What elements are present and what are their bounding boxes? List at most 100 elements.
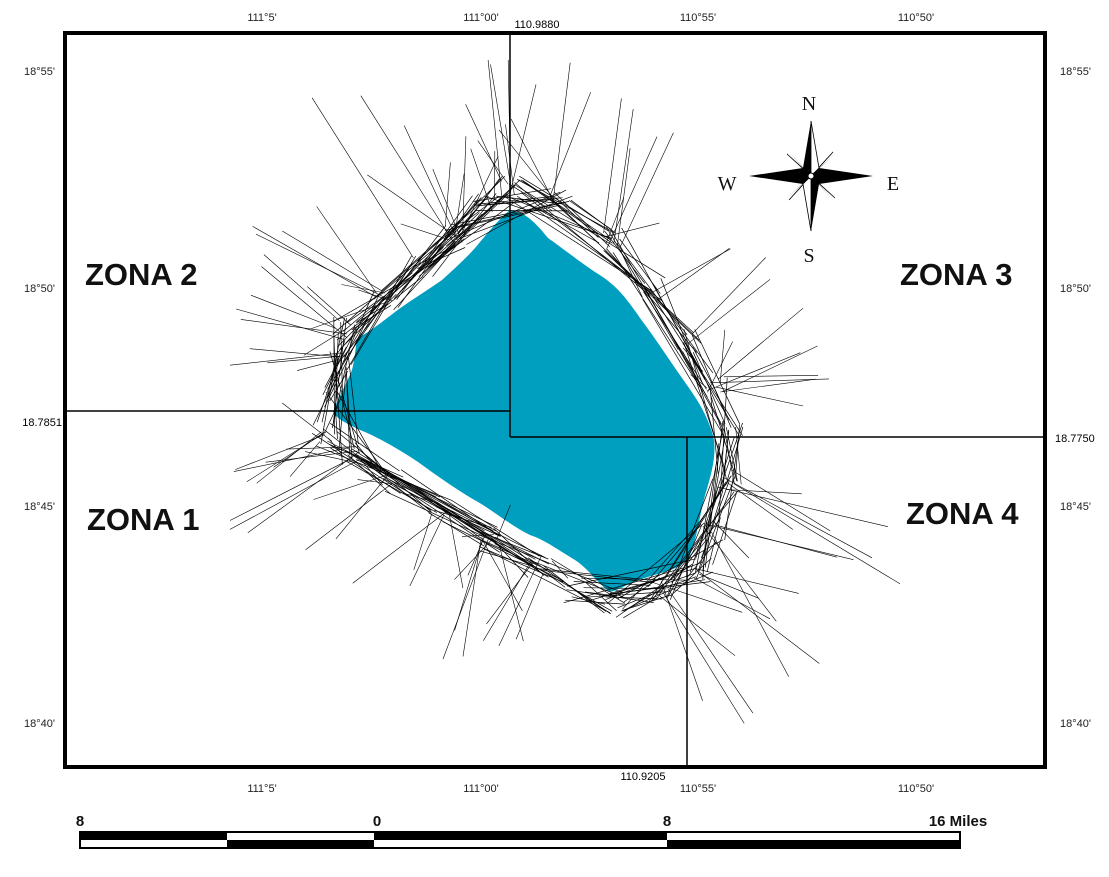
track-segment — [461, 155, 499, 234]
zone-label-4: ZONA 4 — [906, 496, 1019, 531]
track-segment — [586, 578, 664, 602]
track-segment — [645, 289, 725, 432]
track-segment — [722, 345, 818, 393]
track-segment — [250, 294, 337, 329]
lon-label-bottom: 110°55' — [680, 783, 716, 795]
track-segment — [620, 251, 643, 298]
track-segment — [617, 148, 631, 246]
track-segment — [603, 98, 622, 233]
track-segment — [419, 246, 444, 271]
track-segment — [358, 289, 387, 300]
track-segment — [510, 118, 555, 203]
lon-label-top: 110°50' — [898, 12, 934, 24]
track-segment — [409, 515, 444, 587]
track-segment — [386, 212, 480, 300]
track-segment — [515, 185, 666, 279]
track-segment — [329, 370, 349, 402]
track-segment — [332, 227, 456, 335]
track-segment — [483, 197, 563, 206]
track-segment — [505, 195, 610, 239]
track-segment — [442, 521, 564, 582]
divider-label-lat-left: 18.7851 — [22, 417, 62, 429]
track-segment — [337, 261, 422, 348]
track-segment — [606, 136, 658, 250]
track-segment — [711, 531, 789, 677]
track-segment — [454, 537, 484, 631]
track-segment — [550, 92, 591, 196]
track-segment — [613, 109, 634, 245]
track-segment — [707, 352, 801, 391]
track-segment — [720, 378, 817, 393]
track-segment — [725, 489, 802, 495]
track-segment — [286, 446, 357, 450]
track-segment — [585, 581, 617, 612]
lat-label-right: 18°45' — [1060, 501, 1091, 513]
track-segment — [384, 490, 483, 537]
track-segment — [602, 579, 706, 597]
track-segment — [393, 197, 482, 299]
track-segment — [522, 180, 611, 241]
track-segment — [422, 191, 511, 277]
track-segment — [311, 97, 414, 259]
lat-label-right: 18°50' — [1060, 283, 1091, 295]
lon-label-top: 111°5' — [247, 12, 276, 24]
track-segment — [305, 482, 393, 551]
track-segment — [297, 360, 337, 371]
track-segment — [604, 230, 646, 284]
track-segment — [393, 213, 483, 311]
track-segment — [477, 140, 509, 185]
track-segment — [695, 473, 737, 579]
scale-label-zero: 0 — [373, 813, 381, 830]
track-segment — [336, 431, 390, 475]
lon-label-bottom: 111°00' — [463, 783, 498, 795]
track-segment — [669, 524, 703, 600]
track-segment — [653, 296, 743, 436]
track-segment — [621, 571, 713, 612]
track-segment — [263, 254, 340, 322]
track-segment — [267, 355, 347, 364]
track-segment — [427, 199, 519, 268]
track-segment — [690, 374, 708, 389]
track-segment — [462, 136, 467, 231]
map-frame — [63, 31, 1047, 769]
track-segment — [312, 433, 432, 511]
track-segment — [498, 555, 542, 647]
track-segment — [327, 298, 384, 390]
track-segment — [581, 577, 690, 581]
track-segment — [360, 459, 383, 486]
compass-s: S — [803, 245, 814, 267]
track-segment — [508, 84, 537, 198]
scale-segment — [667, 840, 960, 848]
track-segment — [702, 525, 777, 622]
track-segment — [461, 534, 494, 537]
track-segment — [508, 183, 553, 211]
track-segment — [723, 375, 819, 378]
track-segment — [727, 482, 794, 530]
track-segment — [436, 506, 501, 537]
track-segment — [391, 225, 447, 296]
track-segment — [372, 268, 409, 312]
track-segment — [334, 403, 338, 440]
track-segment — [246, 431, 327, 482]
track-segment — [695, 428, 724, 573]
track-segment — [423, 184, 516, 274]
track-segment — [566, 589, 654, 603]
track-segment — [446, 197, 503, 247]
scale-label-right: 16 Miles — [929, 813, 987, 830]
track-segment — [529, 559, 625, 598]
lon-label-bottom: 111°5' — [247, 783, 276, 795]
lat-label-right: 18°40' — [1060, 718, 1091, 730]
track-segment — [650, 581, 743, 613]
track-segment — [623, 596, 660, 619]
track-segment — [604, 222, 660, 238]
track-segment — [483, 560, 532, 641]
track-segment — [664, 572, 696, 585]
track-segment — [694, 329, 741, 425]
track-segment — [322, 328, 357, 396]
track-segment — [648, 248, 731, 295]
track-segment — [700, 480, 730, 559]
track-segment — [339, 294, 397, 350]
track-segment — [553, 199, 700, 341]
track-segment — [442, 538, 489, 660]
track-segment — [694, 568, 820, 664]
